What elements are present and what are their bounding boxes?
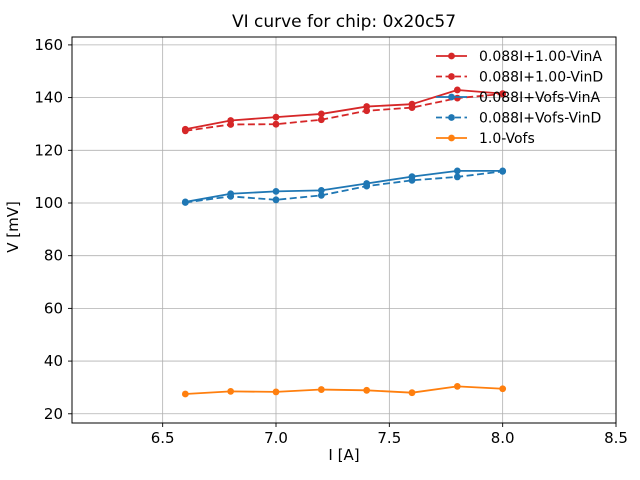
legend-entry-label: 0.088I+Vofs-VinD <box>479 110 601 126</box>
legend-sample-marker <box>448 114 455 121</box>
axes-frame <box>71 36 617 424</box>
series-marker-1 <box>408 104 416 112</box>
series-marker-1 <box>499 90 507 98</box>
series-marker-3 <box>227 193 235 200</box>
series-marker-3 <box>499 167 507 175</box>
series-marker-1 <box>453 94 461 102</box>
legend-entry-label: 0.088I+1.00-VinD <box>479 69 603 85</box>
legend-entry-label: 0.088I+1.00-VinA <box>479 49 602 65</box>
series-marker-3 <box>363 182 371 190</box>
series-marker-3 <box>272 196 280 204</box>
series-marker-1 <box>363 107 371 115</box>
x-tick-label: 7.0 <box>264 429 288 447</box>
series-marker-4 <box>408 389 416 397</box>
legend-sample-marker <box>448 52 455 60</box>
series-marker-4 <box>227 387 235 395</box>
series-marker-1 <box>272 120 280 128</box>
series-marker-4 <box>499 385 507 393</box>
series-marker-2 <box>453 167 461 175</box>
series-marker-3 <box>181 199 189 206</box>
series-marker-4 <box>363 386 371 394</box>
series-marker-4 <box>317 386 325 393</box>
x-tick-label: 7.5 <box>377 429 401 447</box>
x-axis-label: I [A] <box>328 446 359 464</box>
series-marker-4 <box>453 382 461 390</box>
legend-sample-marker <box>448 93 455 101</box>
y-axis-label: V [mV] <box>4 201 22 253</box>
y-tick-label: 160 <box>34 36 63 54</box>
legend-entry-label: 0.088I+Vofs-VinA <box>479 90 600 106</box>
series-marker-4 <box>272 388 280 396</box>
series-line-2 <box>185 169 503 203</box>
series-line-4 <box>185 385 503 395</box>
y-tick-label: 60 <box>44 299 63 317</box>
x-tick-label: 6.5 <box>151 429 175 447</box>
series-marker-1 <box>227 121 235 128</box>
series-marker-0 <box>317 110 325 118</box>
series-marker-3 <box>317 191 325 199</box>
legend-sample-marker <box>448 134 455 142</box>
y-tick-label: 120 <box>34 141 63 159</box>
y-tick-label: 80 <box>44 247 63 265</box>
series-marker-1 <box>317 116 325 124</box>
series-marker-0 <box>272 113 280 121</box>
x-tick-label: 8.0 <box>491 429 515 447</box>
y-tick-label: 140 <box>34 89 63 107</box>
y-tick-label: 40 <box>44 352 63 370</box>
series-marker-1 <box>181 127 189 135</box>
series-line-0 <box>185 89 503 131</box>
series-marker-0 <box>453 86 461 94</box>
legend-sample-marker <box>448 73 455 80</box>
series-marker-3 <box>408 176 416 184</box>
series-marker-4 <box>181 390 189 398</box>
legend-entry-label: 1.0-Vofs <box>479 131 535 147</box>
y-tick-label: 100 <box>34 194 63 212</box>
x-tick-label: 8.5 <box>604 429 628 447</box>
series-marker-2 <box>272 188 280 195</box>
series-marker-3 <box>453 173 461 181</box>
series-line-3 <box>185 170 503 204</box>
y-tick-label: 20 <box>44 405 63 423</box>
chart-title: VI curve for chip: 0x20c57 <box>232 12 456 32</box>
series-marker-2 <box>317 186 325 194</box>
